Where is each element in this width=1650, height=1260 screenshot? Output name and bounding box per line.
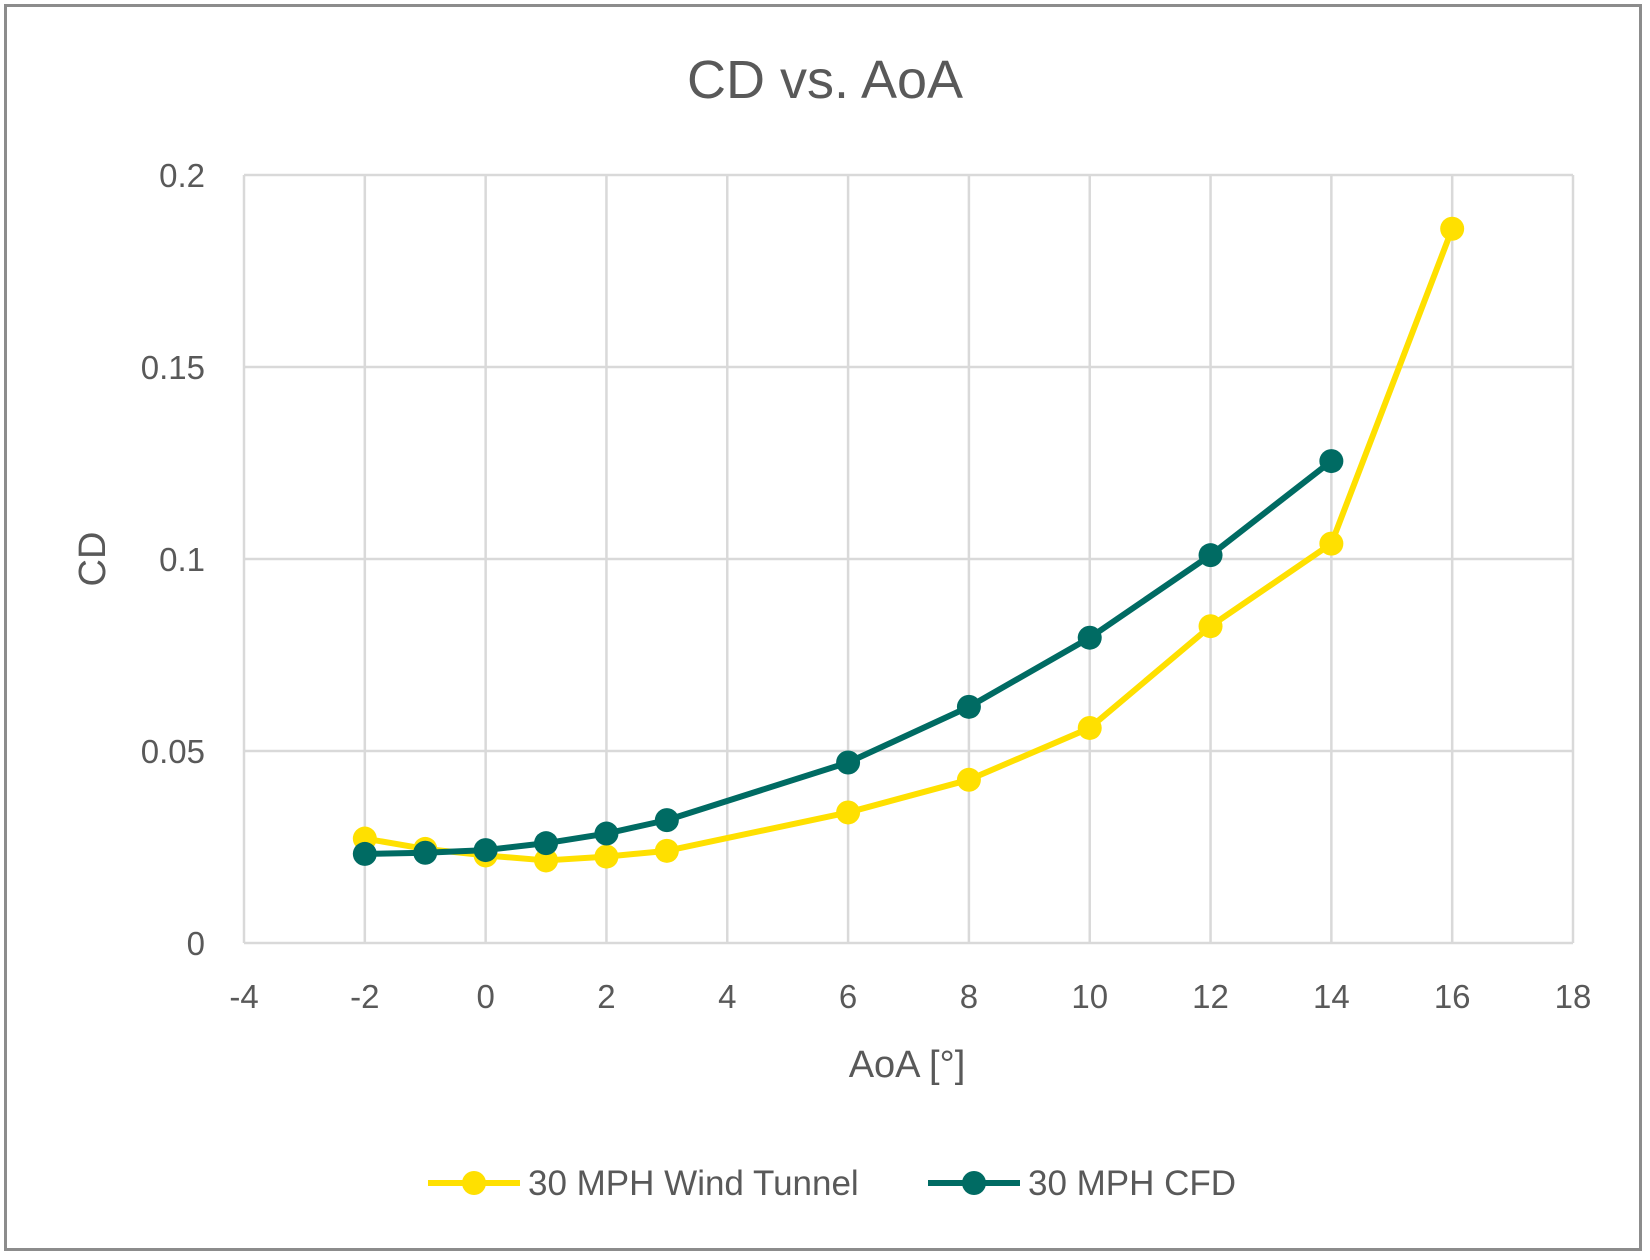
y-axis-title: CD <box>72 532 114 587</box>
data-point <box>654 808 679 833</box>
data-point <box>1440 216 1465 241</box>
data-point <box>1077 715 1102 740</box>
x-tick-label: -2 <box>350 978 379 1015</box>
data-point <box>594 844 619 869</box>
data-point <box>1077 625 1102 650</box>
legend: 30 MPH Wind Tunnel 30 MPH CFD <box>428 1164 1236 1203</box>
x-tick-label: 10 <box>1071 978 1108 1015</box>
series-line <box>364 227 1455 864</box>
x-tick-label: 8 <box>960 978 978 1015</box>
x-tick-label: 14 <box>1313 978 1350 1015</box>
x-tick-label: 12 <box>1192 978 1229 1015</box>
x-tick-label: 0 <box>476 978 494 1015</box>
x-tick-label: 16 <box>1434 978 1471 1015</box>
legend-label: 30 MPH CFD <box>1028 1164 1236 1203</box>
chart-title: CD vs. AoA <box>687 50 963 110</box>
data-point <box>956 694 981 719</box>
tick-labels: -4 -2 0 2 4 6 8 10 12 14 16 18 0 0.05 0.1 0.15 0.2 <box>141 157 1592 1015</box>
data-point <box>654 838 679 863</box>
data-point <box>534 831 559 856</box>
data-point <box>836 800 861 825</box>
x-tick-label: -4 <box>229 978 258 1015</box>
x-tick-label: 2 <box>597 978 615 1015</box>
y-tick-label: 0.05 <box>141 733 205 770</box>
y-tick-label: 0.2 <box>159 157 205 194</box>
gridlines <box>242 173 1575 945</box>
data-point <box>594 821 619 846</box>
legend-item: 30 MPH Wind Tunnel <box>428 1164 859 1203</box>
y-tick-label: 0 <box>187 925 205 962</box>
legend-label: 30 MPH Wind Tunnel <box>528 1164 859 1203</box>
data-point <box>534 848 559 873</box>
y-tick-label: 0.15 <box>141 349 205 386</box>
data-point <box>1198 543 1223 568</box>
x-tick-label: 4 <box>718 978 736 1015</box>
series-wind-tunnel <box>352 216 1465 873</box>
data-point <box>413 840 438 865</box>
data-point <box>352 841 377 866</box>
series-cfd <box>352 449 1344 866</box>
legend-swatch-marker <box>462 1171 486 1195</box>
y-tick-label: 0.1 <box>159 541 205 578</box>
data-point <box>956 767 981 792</box>
chart-frame <box>4 4 1642 1251</box>
x-tick-label: 6 <box>839 978 857 1015</box>
series-layer <box>352 216 1465 873</box>
data-point <box>836 750 861 775</box>
data-point <box>473 838 498 863</box>
legend-swatch-marker <box>962 1171 986 1195</box>
legend-item: 30 MPH CFD <box>928 1164 1236 1203</box>
x-axis-title: AoA [°] <box>849 1044 966 1086</box>
data-point <box>1198 614 1223 639</box>
data-point <box>1319 449 1344 474</box>
x-tick-label: 18 <box>1555 978 1592 1015</box>
data-point <box>1319 531 1344 556</box>
